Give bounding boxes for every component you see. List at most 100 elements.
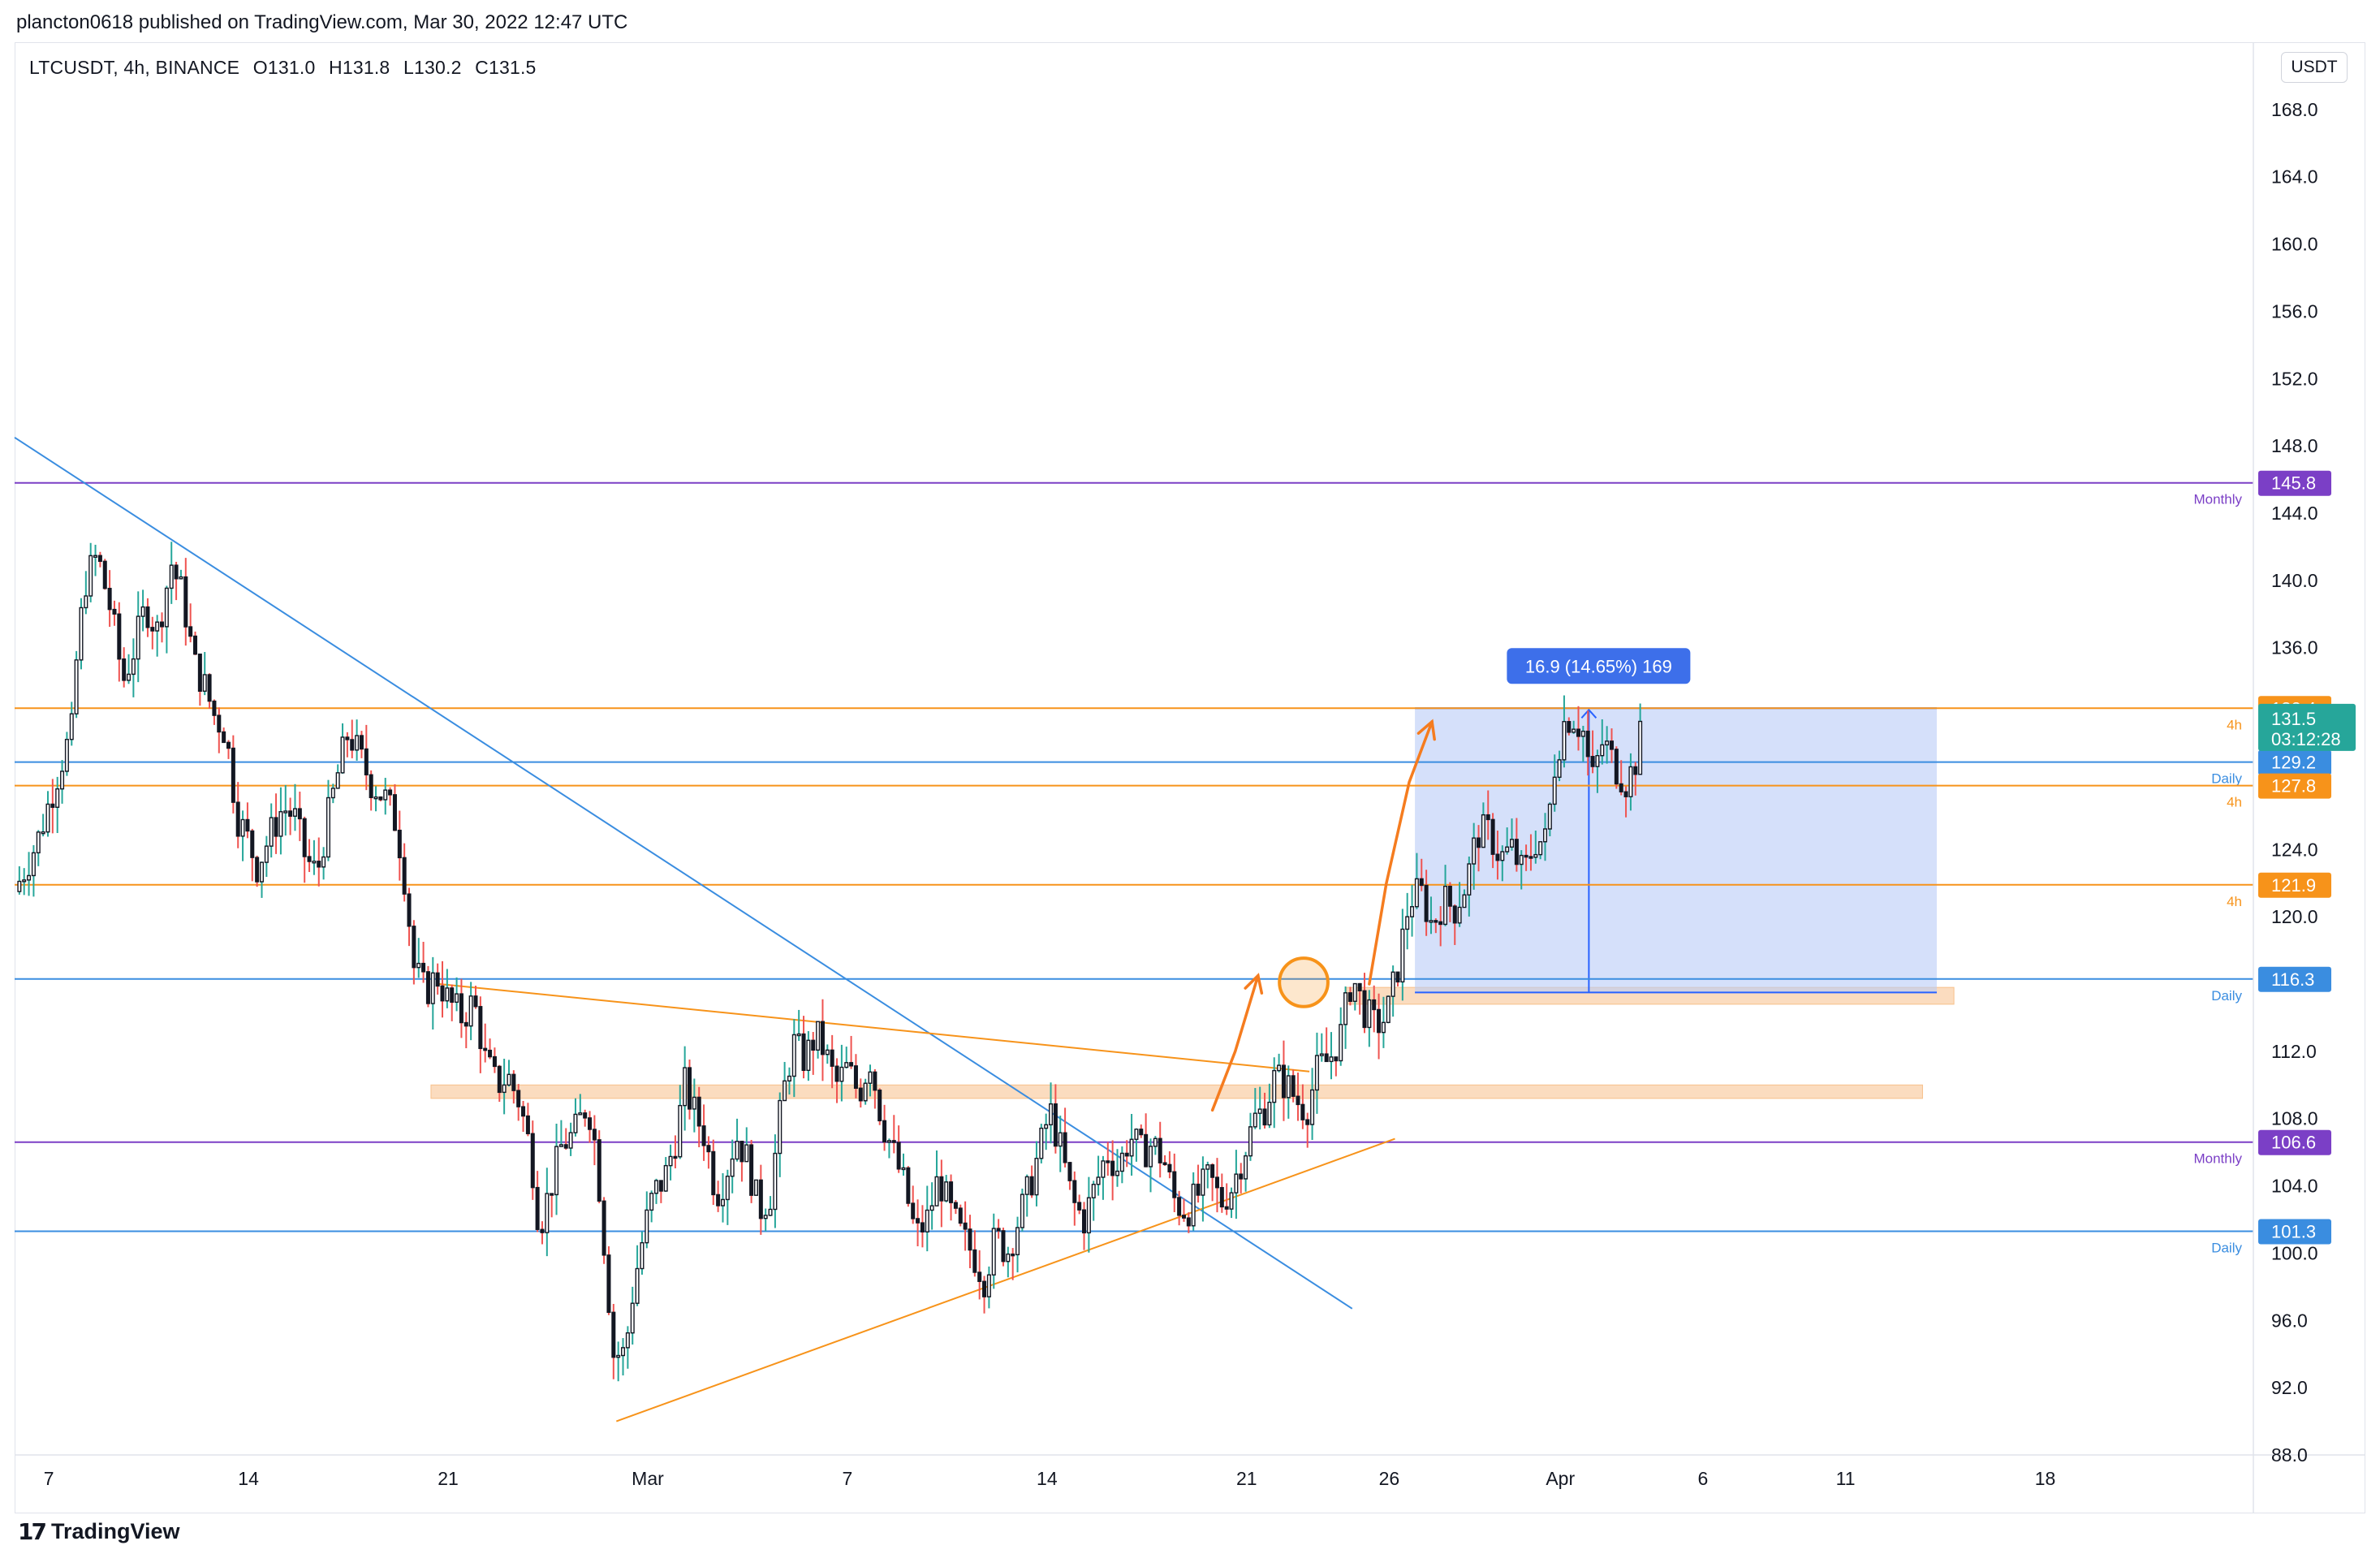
candle-body: [1063, 1132, 1067, 1163]
price-badge-label-116.3: 116.3: [2271, 969, 2314, 990]
candle-body: [1609, 740, 1615, 750]
candle-body: [1186, 1217, 1191, 1227]
y-tick-label: 108.0: [2271, 1108, 2318, 1129]
candle-body: [1086, 1197, 1091, 1234]
x-tick-label: 11: [1836, 1468, 1856, 1489]
currency-button-label: USDT: [2291, 58, 2338, 76]
candle-body: [1462, 894, 1467, 909]
candle-body: [145, 606, 150, 628]
currency-button[interactable]: USDT: [2281, 52, 2348, 83]
candle-body: [22, 879, 27, 883]
candle-body: [45, 803, 50, 833]
candle-body: [1623, 791, 1628, 797]
candle-body: [31, 852, 36, 877]
candle-body: [164, 587, 169, 628]
candle-body: [169, 564, 174, 589]
candle-body: [1291, 1075, 1296, 1097]
candle-body: [1020, 1194, 1024, 1228]
candle-body: [107, 588, 112, 611]
candle-body: [1106, 1160, 1110, 1163]
y-tick-label: 140.0: [2271, 570, 2318, 591]
y-tick-label: 164.0: [2271, 166, 2318, 188]
candle-body: [1167, 1163, 1172, 1172]
candle-body: [1077, 1202, 1082, 1211]
candle-body: [1011, 1253, 1015, 1257]
candle-body: [378, 796, 383, 801]
candle-body: [1034, 1158, 1039, 1196]
support-zone-1: [430, 1084, 1923, 1099]
candle-body: [1567, 721, 1572, 733]
candle-body: [483, 1047, 488, 1051]
candle-body: [1201, 1168, 1205, 1196]
x-tick-label: Apr: [1546, 1468, 1575, 1489]
candle-body: [1162, 1162, 1167, 1166]
candle-body: [1472, 837, 1477, 865]
candle-body: [1514, 839, 1519, 865]
candle-body: [235, 801, 240, 837]
measure-label: 16.9 (14.65%) 169: [1525, 656, 1672, 676]
candle-body: [355, 735, 360, 751]
candle-body: [217, 714, 222, 733]
candle-body: [1267, 1101, 1272, 1126]
candle-body: [1210, 1164, 1215, 1178]
candle-body: [392, 794, 397, 831]
candle-body: [1148, 1146, 1153, 1168]
y-tick-label: 92.0: [2271, 1377, 2308, 1398]
level-tag-101.3: Daily: [2211, 1241, 2242, 1256]
candle-body: [27, 874, 32, 881]
candle-body: [1447, 885, 1452, 907]
candle-body: [982, 1280, 987, 1297]
candle-body: [478, 1006, 483, 1050]
candle-body: [192, 635, 198, 655]
candle-body: [816, 1021, 821, 1051]
candle-body: [716, 1194, 721, 1207]
candle-body: [645, 1209, 649, 1244]
candle-body: [122, 658, 127, 681]
candle-body: [307, 856, 312, 862]
y-tick-label: 100.0: [2271, 1242, 2318, 1263]
candle-body: [1424, 884, 1429, 922]
candle-body: [373, 796, 378, 800]
chart-frame[interactable]: [15, 42, 2365, 1513]
candle-body: [1129, 1138, 1134, 1157]
candle-body: [1219, 1187, 1224, 1208]
candle-body: [801, 1033, 806, 1071]
candle-body: [653, 1180, 659, 1194]
candle-body: [1239, 1173, 1244, 1180]
candle-body: [473, 995, 478, 1008]
candle-body: [1524, 854, 1528, 858]
tradingview-brand[interactable]: 17 TradingView: [18, 1515, 180, 1548]
x-tick-label: 26: [1379, 1468, 1400, 1489]
candle-body: [1343, 992, 1348, 1025]
candle-body: [340, 736, 345, 774]
candle-body: [1485, 814, 1490, 821]
candle-body: [621, 1347, 626, 1357]
level-tag-106.6: Monthly: [2193, 1151, 2242, 1167]
trendline-0: [14, 436, 1353, 1310]
candle-body: [1467, 863, 1472, 896]
candle-body: [41, 831, 45, 835]
candle-body: [112, 608, 117, 615]
candle-body: [1443, 885, 1448, 926]
candle-body: [1600, 744, 1605, 757]
candle-body: [1305, 1119, 1310, 1125]
level-tag-145.8: Monthly: [2193, 492, 2242, 507]
candle-body: [359, 735, 364, 750]
candle-body: [1538, 841, 1543, 856]
candle-body: [1438, 921, 1443, 926]
legend-symbol: LTCUSDT, 4h, BINANCE: [29, 57, 240, 78]
candle-body: [1400, 928, 1405, 983]
candle-body: [783, 1080, 787, 1102]
candle-body: [635, 1267, 640, 1304]
price-badge-116.3: [2258, 966, 2331, 992]
projection-arrow-0: [1210, 973, 1260, 1112]
level-tag-116.3: Daily: [2211, 988, 2242, 1004]
measure-label-box: [1507, 648, 1691, 684]
current-price-badge: [2258, 703, 2356, 751]
candle-body: [839, 1066, 844, 1082]
candle-body: [497, 1065, 502, 1094]
candle-body: [1177, 1197, 1182, 1216]
price-badge-129.2: [2258, 749, 2331, 775]
candle-body: [939, 1176, 944, 1202]
